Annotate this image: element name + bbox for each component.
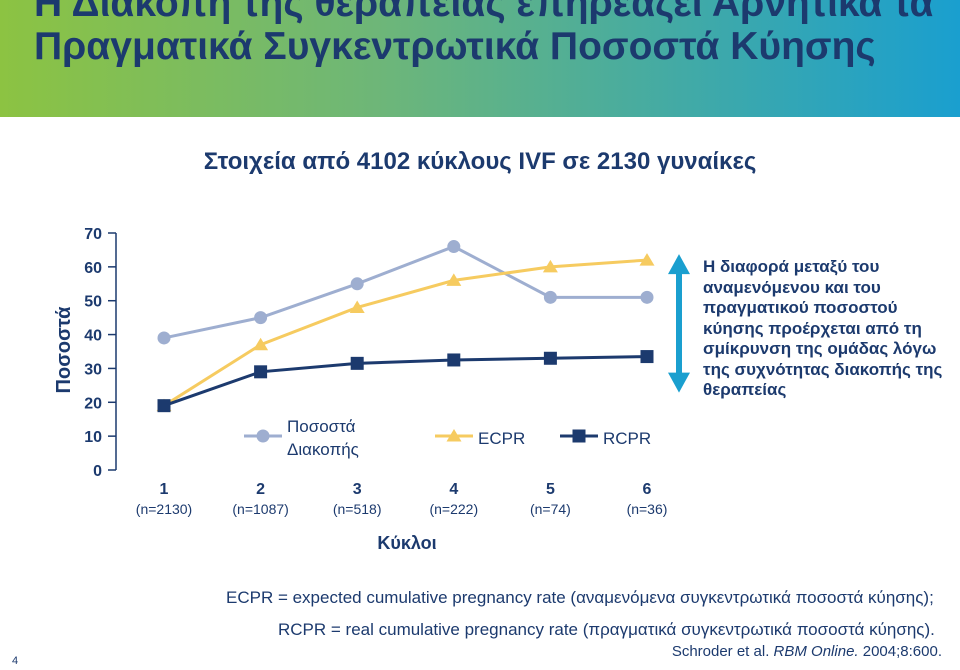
legend-label-0-line2: Διακοπής — [287, 440, 359, 459]
x-tick-sublabel-2: (n=1087) — [232, 501, 288, 517]
data-point-2-2 — [350, 356, 364, 370]
legend-item-1: ECPR — [435, 429, 525, 448]
series-rcpr — [157, 350, 654, 413]
y-tick-label-0: 0 — [93, 463, 102, 480]
x-tick-sublabel-6: (n=36) — [627, 501, 668, 517]
data-point-2-0 — [157, 399, 171, 413]
reference-details: 2004;8:600. — [862, 643, 942, 660]
x-tick-sublabel-3: (n=518) — [333, 501, 382, 517]
difference-annotation: Η διαφορά μεταξύ του αναμενόμενου και το… — [703, 257, 943, 399]
chart-series — [156, 240, 655, 413]
legend-label-2: RCPR — [603, 429, 651, 448]
data-point-2-5 — [640, 350, 654, 364]
y-axis-label: Ποσοστά — [53, 306, 75, 394]
data-point-1-2 — [349, 300, 365, 313]
data-point-0-4 — [543, 290, 557, 304]
legend-item-0: Ποσοστά Διακοπής — [244, 417, 359, 459]
y-tick-label-20: 20 — [84, 395, 102, 412]
data-point-0-5 — [640, 290, 654, 304]
data-point-2-3 — [447, 353, 461, 367]
legend-item-2: RCPR — [560, 429, 651, 448]
y-tick-label-10: 10 — [84, 429, 102, 446]
reference-citation: Schroder et al. RBM Online. 2004;8:600. — [672, 643, 942, 660]
x-tick-label-3: 3 — [353, 481, 362, 498]
y-tick-label-70: 70 — [84, 226, 102, 243]
footnote-rcpr: RCPR = real cumulative pregnancy rate (π… — [278, 620, 935, 639]
slide-subtitle: Στοιχεία από 4102 κύκλους IVF σε 2130 γυ… — [203, 148, 757, 175]
data-point-2-1 — [254, 365, 268, 379]
x-tick-label-4: 4 — [449, 481, 458, 498]
chart-legend: Ποσοστά Διακοπής ECPR RCPR — [244, 417, 651, 459]
x-tick-sublabel-1: (n=2130) — [136, 501, 192, 517]
data-point-1-3 — [446, 273, 462, 286]
chart-axes: 0 10 20 30 40 50 60 70 Ποσοστά 1 (n=2130) 2 (n=1087)… — [53, 226, 667, 553]
legend-label-1: ECPR — [478, 429, 525, 448]
series-line-1 — [163, 258, 648, 407]
data-point-0-0 — [157, 331, 171, 345]
series-line-2 — [163, 355, 648, 408]
data-point-1-4 — [542, 259, 558, 273]
difference-arrow-head-bottom — [668, 372, 690, 393]
y-tick-label-30: 30 — [84, 361, 102, 378]
series-ποσοστά-διακοπής — [157, 240, 654, 345]
x-tick-label-6: 6 — [643, 481, 652, 498]
x-tick-sublabel-4: (n=222) — [429, 501, 478, 517]
x-tick-label-5: 5 — [546, 481, 555, 498]
x-tick-sublabel-5: (n=74) — [530, 501, 571, 517]
difference-arrow-group — [668, 254, 690, 393]
footnote-ecpr: ECPR = expected cumulative pregnancy rat… — [226, 588, 934, 607]
page-number: 4 — [12, 655, 19, 667]
legend-swatch-marker-2 — [572, 429, 586, 443]
y-tick-label-60: 60 — [84, 260, 102, 277]
reference-journal: RBM Online. — [773, 643, 859, 660]
data-point-0-3 — [447, 240, 461, 254]
x-tick-label-2: 2 — [256, 481, 265, 498]
series-line-0 — [163, 244, 647, 340]
legend-swatch-marker-1 — [446, 429, 462, 442]
series-ecpr — [156, 253, 655, 412]
x-axis-label: Κύκλοι — [377, 533, 436, 553]
reference-authors: Schroder et al. — [671, 643, 770, 660]
title-banner: Η Διακοπή της θεραπείας επηρεάζει Αρνητι… — [0, 0, 960, 117]
y-tick-label-40: 40 — [84, 328, 102, 345]
legend-swatch-marker-0 — [256, 429, 270, 443]
x-tick-label-1: 1 — [160, 481, 169, 498]
y-tick-label-50: 50 — [84, 294, 102, 311]
data-point-0-1 — [254, 311, 268, 325]
data-point-2-4 — [543, 351, 557, 365]
data-point-1-1 — [253, 337, 269, 351]
data-point-0-2 — [350, 277, 364, 291]
difference-arrow-head-top — [668, 254, 690, 275]
legend-label-0-line1: Ποσοστά — [287, 417, 356, 436]
data-point-1-5 — [639, 253, 655, 266]
slide-title: Η Διακοπή της θεραπείας επηρεάζει Αρνητι… — [34, 0, 934, 68]
